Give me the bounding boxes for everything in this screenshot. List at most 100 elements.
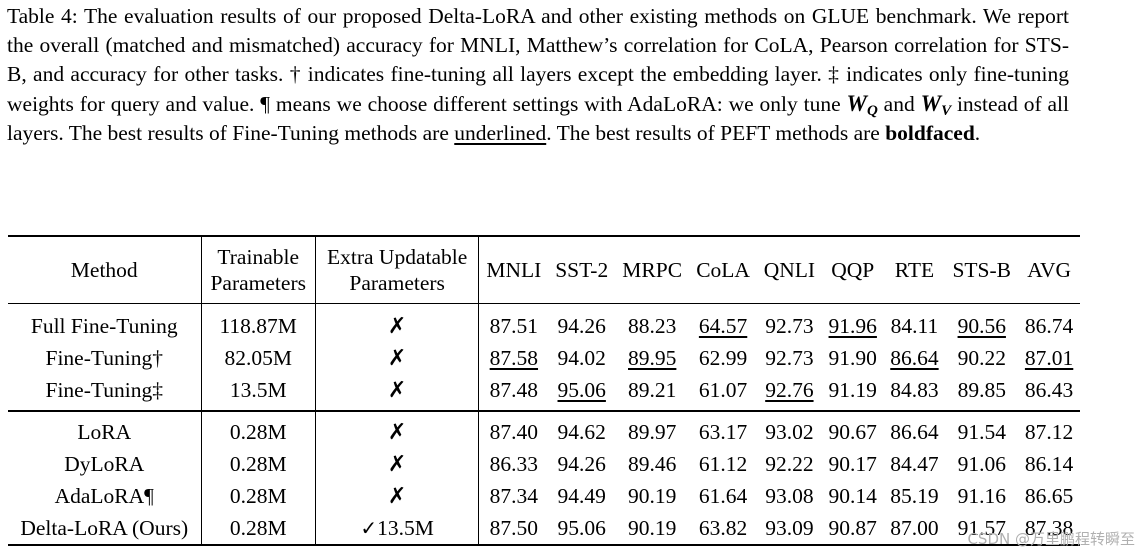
- method-cell: LoRA: [8, 411, 202, 448]
- trainable-cell: 0.28M: [201, 512, 316, 545]
- value-cell: 91.54: [957, 419, 1006, 444]
- value-cell: 86.64: [890, 345, 939, 370]
- value-cell: 94.26: [557, 313, 606, 338]
- trainable-cell: 0.28M: [201, 411, 316, 448]
- value-cell: 90.14: [828, 483, 877, 508]
- metric-header-cola: CoLA: [696, 258, 750, 282]
- value-cell: 91.96: [828, 313, 877, 338]
- value-cell: 91.90: [828, 345, 877, 370]
- trainable-cell: 0.28M: [201, 448, 316, 480]
- value-cell: 61.64: [698, 483, 748, 508]
- value-cell: 87.12: [1024, 419, 1074, 444]
- method-cell: Fine-Tuning†: [8, 342, 202, 374]
- value-cell: 87.51: [489, 313, 539, 338]
- value-cell: 88.23: [628, 313, 677, 338]
- value-cell: 85.19: [890, 483, 939, 508]
- value-cell: 94.02: [557, 345, 606, 370]
- table-row: LoRA 0.28M ✗ 87.40 94.62 89.97 63.17 93.…: [8, 411, 1080, 448]
- table-row: AdaLoRA¶ 0.28M ✗ 87.34 94.49 90.19 61.64…: [8, 480, 1080, 512]
- trainable-cell: 0.28M: [201, 480, 316, 512]
- trainable-cell: 13.5M: [201, 374, 316, 411]
- value-cell: 95.06: [557, 377, 606, 402]
- method-cell: Fine-Tuning‡: [8, 374, 202, 411]
- header-row: Method Trainable Parameters Extra Updatab…: [8, 236, 1080, 304]
- value-cell: 63.82: [698, 515, 748, 540]
- value-cell: 90.19: [628, 483, 677, 508]
- weight-q-symbol: WQ: [846, 91, 878, 119]
- value-cell: 87.58: [489, 345, 539, 370]
- extra-params-value: 13.5M: [377, 515, 434, 540]
- weight-v-symbol: WV: [920, 91, 952, 119]
- method-cell: Delta-LoRA (Ours): [8, 512, 202, 545]
- value-cell: 92.73: [765, 313, 814, 338]
- value-cell: 86.64: [890, 419, 939, 444]
- caption-and: and: [877, 92, 921, 116]
- value-cell: 87.01: [1024, 345, 1074, 370]
- value-cell: 95.06: [557, 515, 606, 540]
- metric-header-mnli: MNLI: [486, 258, 542, 282]
- value-cell: 94.62: [557, 419, 606, 444]
- value-cell: 84.83: [890, 377, 939, 402]
- value-cell: 89.21: [628, 377, 677, 402]
- value-cell: 64.57: [698, 313, 748, 338]
- value-cell: 86.74: [1024, 313, 1074, 338]
- results-table: Method Trainable Parameters Extra Updatab…: [8, 235, 1080, 546]
- value-cell: 87.50: [489, 515, 539, 540]
- value-cell: 89.46: [628, 451, 677, 476]
- caption-underlined-word: underlined: [454, 121, 547, 145]
- caption-text-1: Table 4: The evaluation results of our p…: [7, 4, 1069, 116]
- value-cell: 90.17: [828, 451, 877, 476]
- trainable-cell: 82.05M: [201, 342, 316, 374]
- table-row: Fine-Tuning† 82.05M ✗ 87.58 94.02 89.95 …: [8, 342, 1080, 374]
- value-cell: 91.06: [957, 451, 1006, 476]
- method-header: Method: [8, 236, 202, 304]
- fine-tuning-group: Full Fine-Tuning 118.87M ✗ 87.51 94.26 8…: [8, 303, 1080, 411]
- value-cell: 86.43: [1024, 377, 1074, 402]
- value-cell: 92.22: [765, 451, 814, 476]
- value-cell: 92.73: [765, 345, 814, 370]
- value-cell: 63.17: [698, 419, 748, 444]
- value-cell: 87.34: [489, 483, 539, 508]
- value-cell: 86.14: [1024, 451, 1074, 476]
- extra-params-cell: ✓13.5M: [315, 512, 480, 545]
- metric-header-mrpc: MRPC: [622, 258, 683, 282]
- metric-header-qnli: QNLI: [763, 258, 816, 282]
- method-cell: AdaLoRA¶: [8, 480, 202, 512]
- metric-header-rte: RTE: [894, 258, 935, 282]
- value-cell: 93.02: [765, 419, 814, 444]
- value-cell: 94.49: [557, 483, 606, 508]
- value-cell: 91.57: [957, 515, 1006, 540]
- cross-mark-icon: ✗: [315, 411, 480, 448]
- value-cell: 89.97: [628, 419, 677, 444]
- caption-text-3: . The best results of PEFT methods are: [546, 121, 886, 145]
- value-cell: 84.47: [890, 451, 939, 476]
- value-cell: 90.87: [828, 515, 877, 540]
- table-row: Full Fine-Tuning 118.87M ✗ 87.51 94.26 8…: [8, 303, 1080, 342]
- watermark-text: CSDN @万里鹏程转瞬至: [967, 530, 1135, 548]
- value-cell: 89.95: [628, 345, 677, 370]
- peft-group: LoRA 0.28M ✗ 87.40 94.62 89.97 63.17 93.…: [8, 411, 1080, 545]
- table-caption: Table 4: The evaluation results of our p…: [7, 2, 1069, 148]
- caption-text-4: .: [974, 121, 981, 145]
- value-cell: 61.12: [698, 451, 748, 476]
- metric-header-sst2: SST-2: [555, 258, 609, 282]
- value-cell: 62.99: [698, 345, 748, 370]
- check-mark-icon: ✓: [360, 515, 378, 540]
- value-cell: 86.65: [1024, 483, 1074, 508]
- trainable-cell: 118.87M: [201, 303, 316, 342]
- method-cell: Full Fine-Tuning: [8, 303, 202, 342]
- table-row: Delta-LoRA (Ours) 0.28M ✓13.5M 87.50 95.…: [8, 512, 1080, 545]
- value-cell: 93.08: [765, 483, 814, 508]
- cross-mark-icon: ✗: [315, 480, 480, 512]
- value-cell: 86.33: [489, 451, 539, 476]
- table-row: DyLoRA 0.28M ✗ 86.33 94.26 89.46 61.12 9…: [8, 448, 1080, 480]
- value-cell: 91.19: [828, 377, 877, 402]
- metric-header-qqp: QQP: [831, 258, 875, 282]
- value-cell: 90.22: [957, 345, 1006, 370]
- method-cell: DyLoRA: [8, 448, 202, 480]
- value-cell: 87.40: [489, 419, 539, 444]
- trainable-params-header: Trainable Parameters: [201, 236, 316, 304]
- value-cell: 89.85: [957, 377, 1006, 402]
- cross-mark-icon: ✗: [315, 303, 480, 342]
- value-cell: 92.76: [765, 377, 814, 402]
